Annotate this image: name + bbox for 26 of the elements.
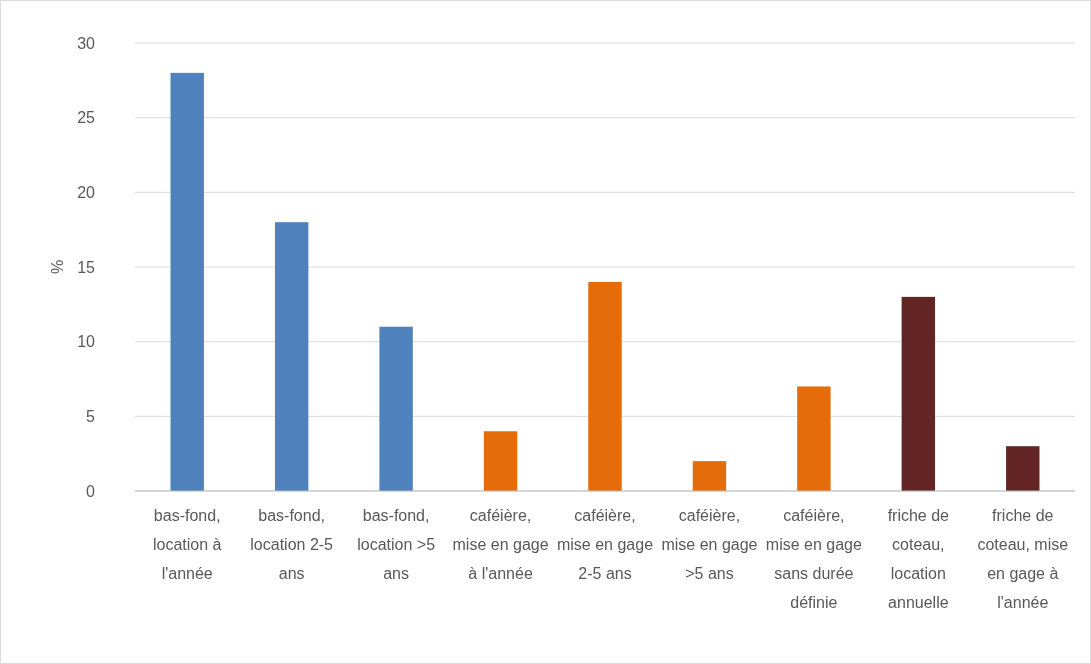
bar (274, 222, 309, 491)
bar (692, 461, 727, 491)
x-tick-label: friche de coteau, mise en gage à l'année (977, 507, 1069, 611)
x-tick-label: friche de coteau, location annuelle (887, 507, 950, 611)
x-tick-label: bas-fond, location >5 ans (357, 507, 436, 582)
x-tick-label: caféière, mise en gage >5 ans (661, 507, 758, 582)
y-tick-label: 5 (86, 407, 96, 425)
bar (588, 281, 622, 491)
bar (170, 72, 204, 491)
x-tick-label: caféière, mise en gage à l'année (452, 507, 549, 582)
y-tick-label: 0 (86, 482, 96, 500)
bar (1006, 446, 1040, 491)
x-tick-label: bas-fond, location 2-5 ans (250, 507, 334, 582)
y-tick-label: 15 (77, 258, 96, 276)
x-tick-label: bas-fond, location à l'année (152, 507, 222, 582)
bar (797, 386, 831, 491)
y-tick-label: 10 (77, 333, 96, 351)
y-tick-label: 30 (77, 34, 96, 52)
x-tick-label: caféière, mise en gage 2-5 ans (556, 507, 654, 582)
y-axis-title: % (49, 259, 66, 275)
x-tick-label: caféière, mise en gage sans durée définie (765, 507, 863, 611)
bar (483, 431, 518, 491)
y-tick-label: 20 (77, 183, 96, 201)
bar (901, 296, 936, 491)
bar (379, 326, 413, 491)
y-tick-label: 25 (77, 109, 96, 127)
